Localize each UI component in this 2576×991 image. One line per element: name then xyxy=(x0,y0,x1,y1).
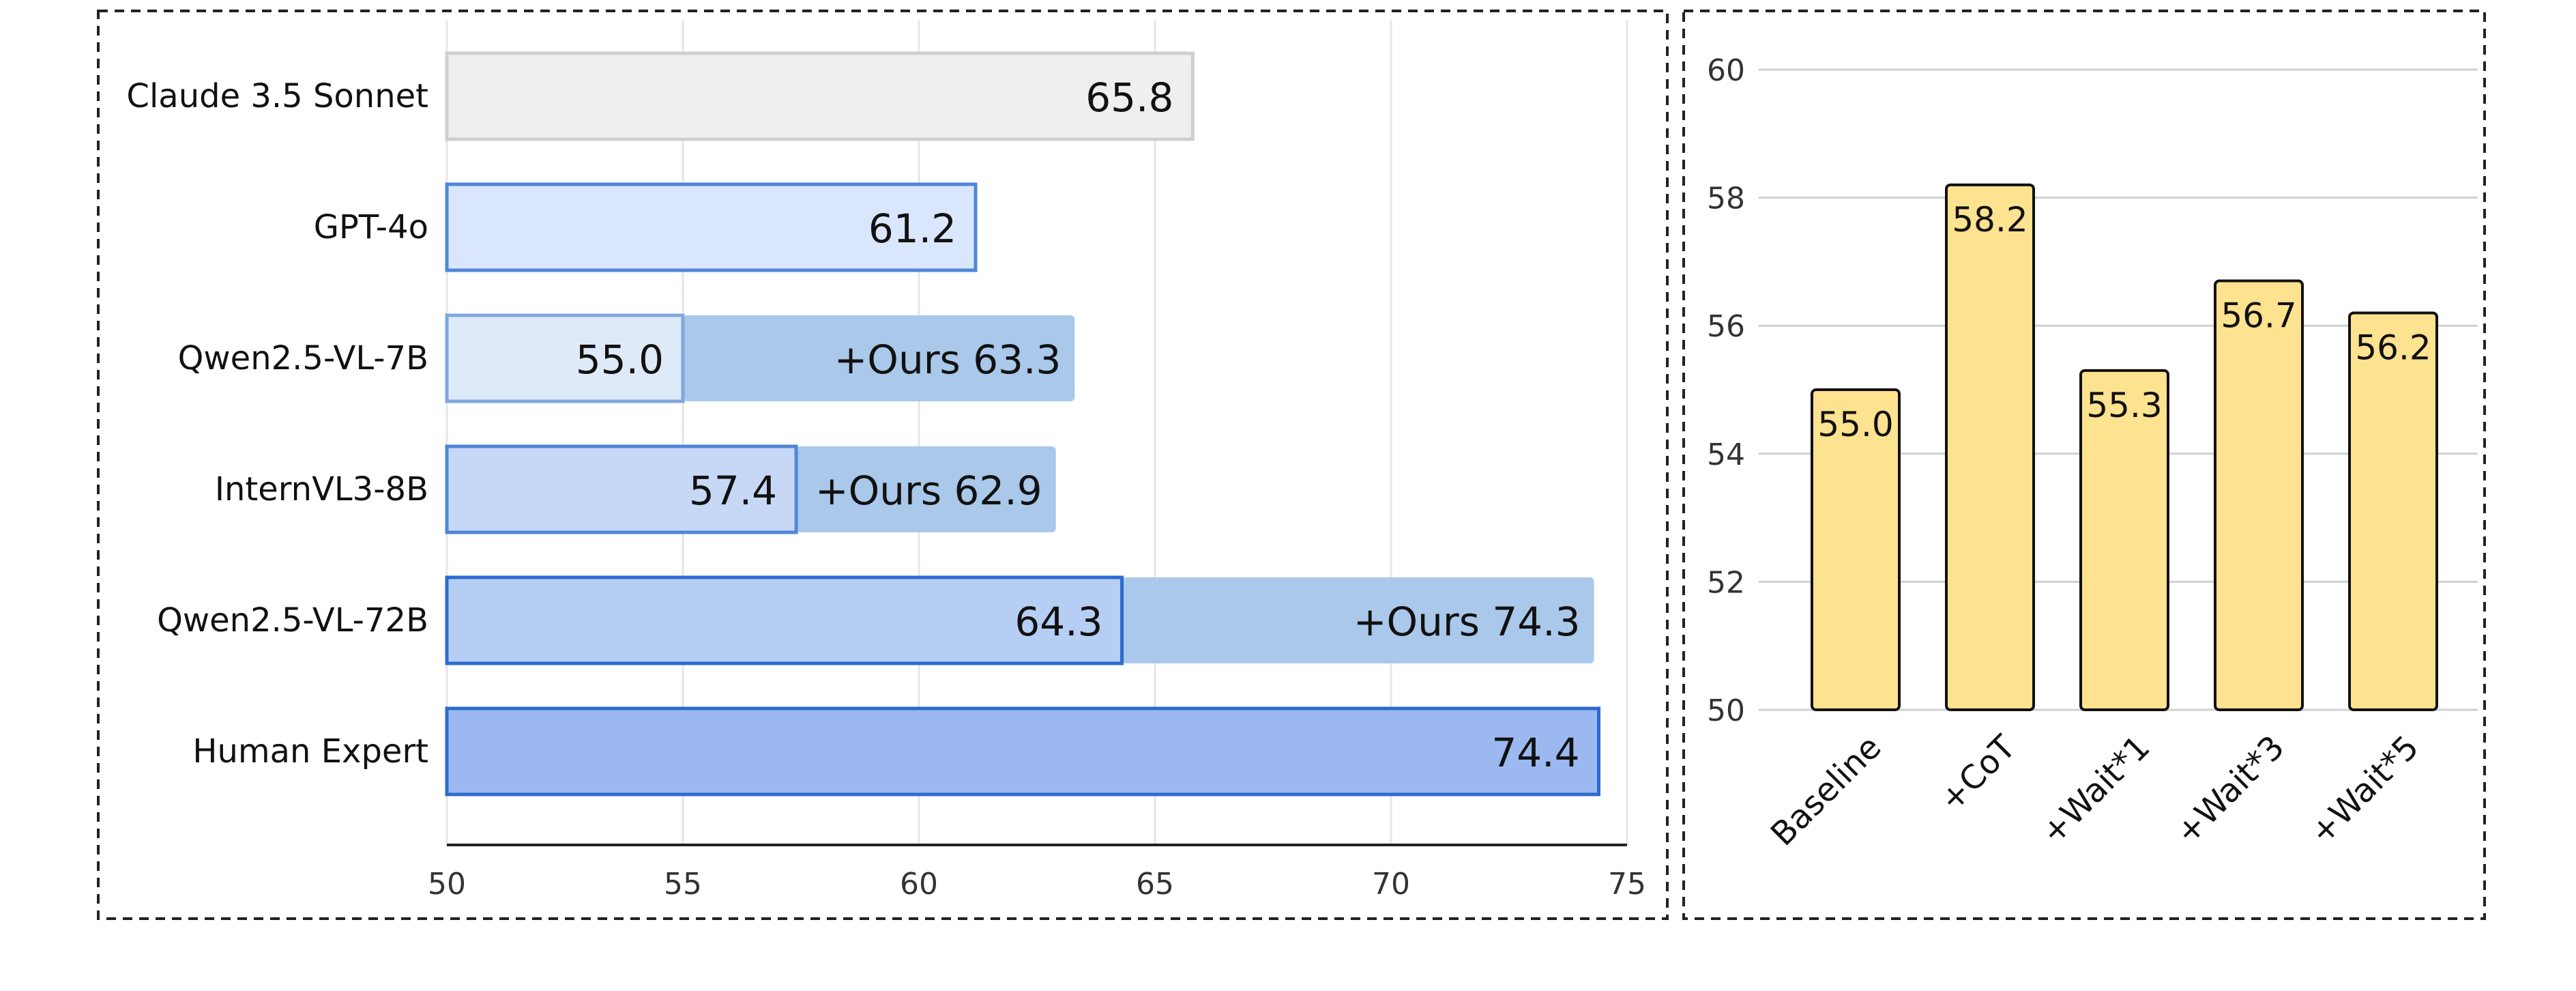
model-bar xyxy=(445,444,798,534)
method-bar xyxy=(1945,183,2035,711)
method-label: +CoT xyxy=(1932,728,2023,819)
ours-extension-bar xyxy=(1122,577,1594,663)
model-bar xyxy=(445,51,1195,141)
bar-value-label: 55.0 xyxy=(1817,405,1893,444)
y-tick-label: 54 xyxy=(1707,437,1745,472)
ours-extension-bar xyxy=(683,315,1075,401)
bar-value-label: 65.8 xyxy=(1085,74,1173,121)
x-tick-label: 50 xyxy=(428,867,466,902)
model-bar xyxy=(445,313,685,403)
right-panel-border xyxy=(1682,10,2486,920)
y-tick-labels: 50 52 54 56 58 60 xyxy=(1707,53,1745,728)
bar-value-label: 61.2 xyxy=(868,205,956,252)
method-label: +Wait*1 xyxy=(2034,728,2158,852)
model-comparison-chart: 65.8 61.2 55.0 +Ours 63.3 57.4 +Ours 62.9 64.3… xyxy=(97,10,1669,920)
model-labels: Claude 3.5 Sonnet GPT-4o Qwen2.5-VL-7B Inte… xyxy=(126,77,428,771)
x-tick-label: 70 xyxy=(1372,867,1410,902)
model-bar xyxy=(445,182,978,272)
method-label: +Wait*5 xyxy=(2302,728,2427,852)
x-tick-label: 60 xyxy=(900,867,938,902)
method-labels: Baseline +CoT +Wait*1 +Wait*3 +Wait*5 xyxy=(1763,728,2427,853)
x-tick-label: 65 xyxy=(1136,867,1174,902)
y-tick-label: 58 xyxy=(1707,182,1745,216)
x-tick-label: 55 xyxy=(664,867,702,902)
model-bars: 65.8 61.2 55.0 +Ours 63.3 57.4 +Ours 62.9 64.3… xyxy=(445,51,1600,796)
bar-value-label: 56.7 xyxy=(2221,296,2296,336)
ours-extension-bar xyxy=(796,446,1056,532)
method-bar xyxy=(2079,369,2169,711)
model-label: Claude 3.5 Sonnet xyxy=(126,77,428,115)
y-tick-label: 56 xyxy=(1707,309,1745,344)
ours-value-label: +Ours 63.3 xyxy=(834,336,1062,383)
bar-value-label: 56.2 xyxy=(2355,328,2431,367)
model-bar xyxy=(445,575,1124,665)
ours-value-label: +Ours 74.3 xyxy=(1353,599,1581,645)
model-bar xyxy=(445,706,1600,796)
bar-value-label: 57.4 xyxy=(689,468,777,514)
method-bars: 55.0 58.2 55.3 56.7 56.2 xyxy=(1811,183,2438,712)
model-label: Qwen2.5-VL-72B xyxy=(157,601,428,640)
model-label: InternVL3-8B xyxy=(215,470,428,508)
method-label: +Wait*3 xyxy=(2168,728,2292,852)
method-bar xyxy=(2348,311,2438,711)
prompting-comparison-chart: 50 52 54 56 58 60 55.0 58.2 55.3 56.7 56.2 Baseli… xyxy=(1682,10,2486,920)
method-bar xyxy=(1811,388,1901,711)
ours-value-label: +Ours 62.9 xyxy=(815,468,1042,514)
y-tick-label: 60 xyxy=(1707,53,1745,88)
y-tick-label: 52 xyxy=(1707,565,1745,600)
x-tick-label: 75 xyxy=(1608,867,1646,902)
method-label: Baseline xyxy=(1763,728,1889,854)
bar-value-label: 64.3 xyxy=(1014,599,1102,645)
bar-value-label: 58.2 xyxy=(1952,200,2028,240)
x-tick-labels: 50 55 60 65 70 75 xyxy=(428,867,1646,902)
model-label: Human Expert xyxy=(192,732,428,771)
left-panel-border xyxy=(97,10,1669,920)
bar-value-label: 55.0 xyxy=(576,336,664,383)
y-tick-label: 50 xyxy=(1707,693,1745,728)
bar-value-label: 55.3 xyxy=(2086,386,2162,425)
model-label: GPT-4o xyxy=(314,208,428,246)
bar-value-label: 74.4 xyxy=(1491,730,1579,776)
method-bar xyxy=(2214,279,2304,712)
model-label: Qwen2.5-VL-7B xyxy=(178,339,428,377)
